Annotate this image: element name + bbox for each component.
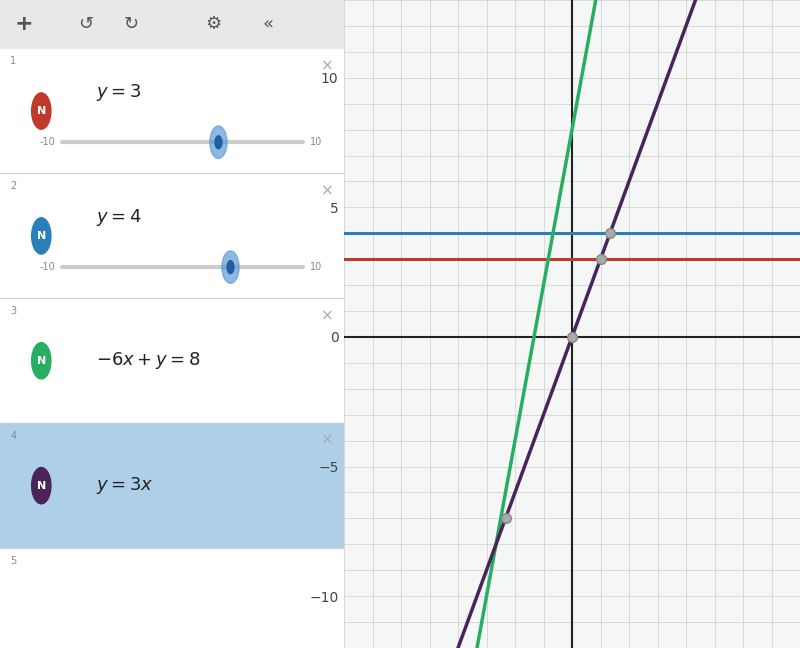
Text: 4: 4 (10, 431, 17, 441)
Text: $y = 3x$: $y = 3x$ (96, 475, 154, 496)
Text: ↺: ↺ (78, 16, 94, 33)
Bar (0, 298, 344, 423)
Circle shape (32, 218, 51, 254)
Text: -10: -10 (39, 137, 55, 147)
Text: +: + (14, 14, 34, 34)
Circle shape (215, 136, 222, 149)
Text: ⚙: ⚙ (206, 16, 222, 33)
Circle shape (32, 467, 51, 503)
Text: ×: × (321, 308, 333, 323)
Text: N: N (37, 231, 46, 241)
Text: 1: 1 (10, 56, 17, 66)
Text: N: N (37, 106, 46, 116)
Bar (0, 0, 344, 49)
Circle shape (210, 126, 227, 159)
Text: $-6x + y = 8$: $-6x + y = 8$ (96, 351, 201, 371)
Bar (0, 174, 344, 298)
Circle shape (227, 260, 234, 273)
Text: 10: 10 (310, 137, 322, 147)
Text: $y = 3$: $y = 3$ (96, 82, 142, 103)
Text: 3: 3 (10, 306, 17, 316)
Bar (0, 423, 344, 548)
Text: $y = 4$: $y = 4$ (96, 207, 142, 227)
Text: 10: 10 (310, 262, 322, 272)
Text: N: N (37, 356, 46, 365)
Text: 2: 2 (10, 181, 17, 191)
Circle shape (222, 251, 239, 283)
Text: «: « (263, 16, 274, 33)
Circle shape (32, 93, 51, 129)
Text: ×: × (321, 433, 333, 448)
Text: 5: 5 (10, 556, 17, 566)
Circle shape (32, 343, 51, 379)
Text: ×: × (321, 183, 333, 198)
Bar (0, 548, 344, 648)
Text: N: N (37, 481, 46, 491)
Text: ↻: ↻ (123, 16, 138, 33)
Bar (0, 49, 344, 174)
Text: -10: -10 (39, 262, 55, 272)
Text: ×: × (321, 58, 333, 73)
